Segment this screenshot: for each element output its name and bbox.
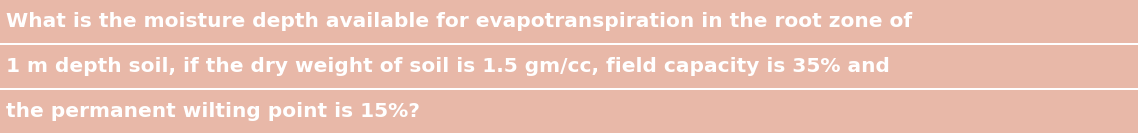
Text: the permanent wilting point is 15%?: the permanent wilting point is 15%? [6,102,420,121]
Text: What is the moisture depth available for evapotranspiration in the root zone of: What is the moisture depth available for… [6,12,912,31]
Text: 1 m depth soil, if the dry weight of soil is 1.5 gm/cc, field capacity is 35% an: 1 m depth soil, if the dry weight of soi… [6,57,890,76]
Bar [0,88,1138,90]
Bar [0,43,1138,45]
